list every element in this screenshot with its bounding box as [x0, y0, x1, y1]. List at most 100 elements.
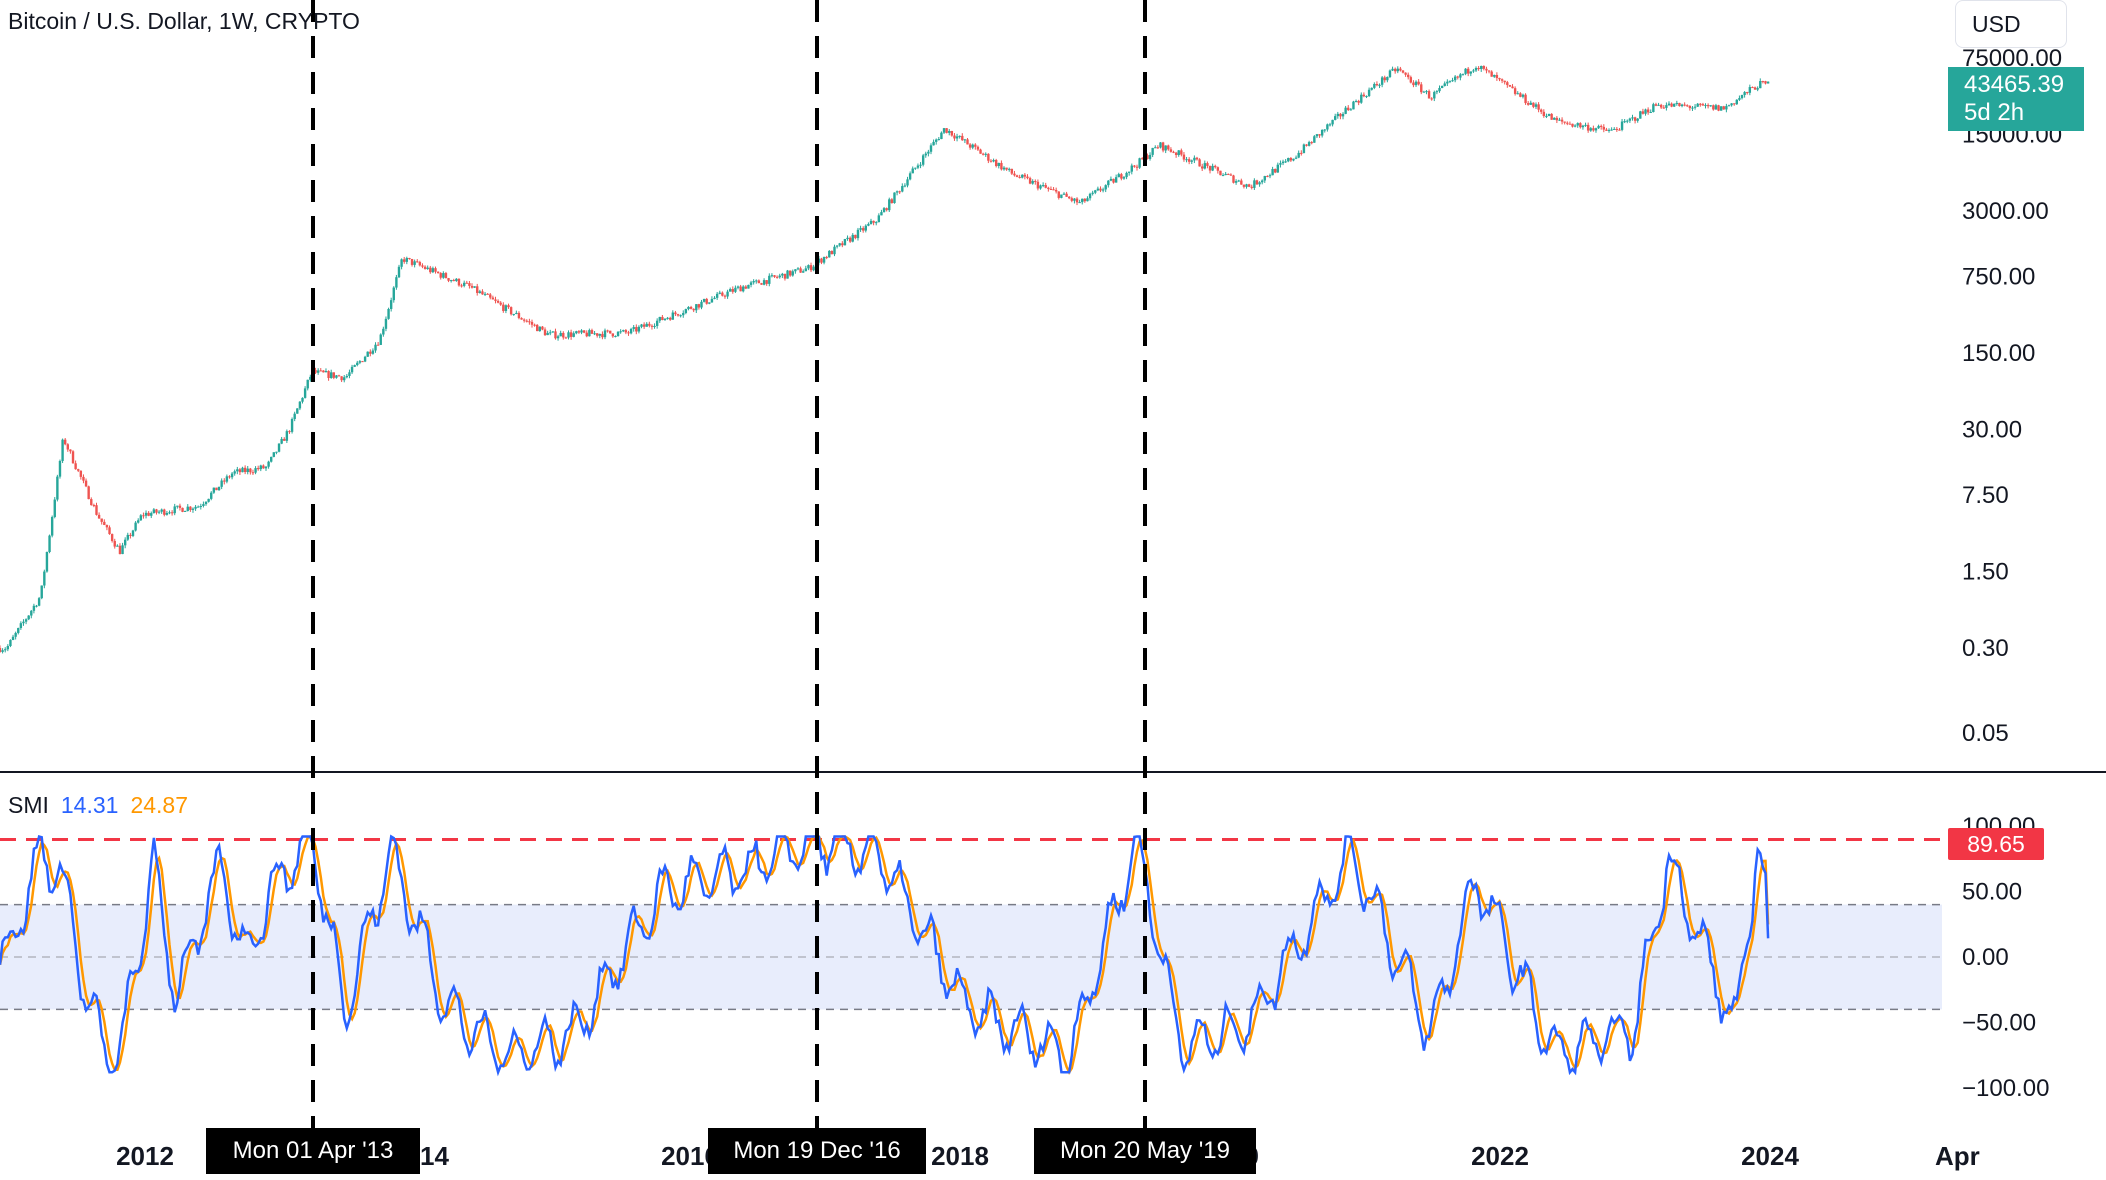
- price-candle: [921, 153, 925, 167]
- price-candle: [1378, 83, 1381, 89]
- price-candle: [4, 647, 7, 653]
- price-candle: [1232, 174, 1235, 184]
- price-candle: [687, 306, 690, 311]
- price-candle: [1558, 117, 1561, 121]
- price-candle: [22, 619, 25, 626]
- price-candle: [710, 296, 714, 303]
- price-candle: [1644, 108, 1647, 116]
- price-axis-label: 30.00: [1962, 416, 2022, 443]
- price-candle: [538, 326, 542, 332]
- price-candle: [1631, 114, 1634, 121]
- price-candle: [11, 634, 15, 641]
- price-candle: [0, 645, 2, 653]
- price-candle: [194, 504, 197, 511]
- price-candle: [504, 304, 508, 314]
- price-candle: [50, 515, 54, 538]
- price-candle: [1435, 90, 1439, 95]
- price-candle: [1738, 95, 1741, 101]
- price-candle: [606, 329, 609, 333]
- price-candle: [1495, 72, 1499, 81]
- price-candle: [1581, 124, 1585, 130]
- price-candle: [293, 411, 296, 422]
- smi-legend-name: SMI: [8, 792, 49, 818]
- price-candle: [1336, 111, 1340, 119]
- price-candle: [1211, 163, 1214, 172]
- price-candle: [632, 324, 635, 332]
- price-candle: [1323, 129, 1326, 133]
- price-candle: [1652, 102, 1655, 113]
- price-candle: [1258, 181, 1261, 187]
- price-candle: [1618, 128, 1621, 131]
- price-candle: [1547, 113, 1551, 117]
- price-candle: [476, 283, 479, 296]
- price-candle: [1341, 112, 1345, 120]
- price-candle: [1294, 155, 1298, 160]
- price-candle: [614, 335, 617, 338]
- price-candle: [108, 525, 111, 535]
- price-candle: [924, 151, 927, 158]
- price-candle: [403, 256, 406, 264]
- price-candle: [1328, 122, 1332, 127]
- price-candle: [82, 474, 85, 484]
- price-candle: [348, 369, 351, 379]
- price-candle: [449, 279, 453, 283]
- price-candle: [799, 266, 802, 273]
- price-candle: [207, 498, 210, 503]
- price-candle: [1680, 103, 1684, 108]
- price-candle: [721, 291, 724, 297]
- price-candle: [1453, 75, 1457, 83]
- price-candle: [1388, 69, 1392, 79]
- price-candle: [919, 162, 922, 169]
- price-candle: [1380, 76, 1384, 88]
- price-axis-label: 0.30: [1962, 635, 2009, 662]
- price-candle: [854, 234, 857, 240]
- price-candle: [233, 469, 236, 476]
- price-candle: [353, 364, 356, 368]
- price-candle: [734, 285, 737, 293]
- price-candle: [950, 130, 954, 137]
- price-candle: [223, 478, 226, 485]
- price-candle: [1041, 182, 1045, 188]
- price-candle: [256, 465, 260, 471]
- price-candle: [1268, 173, 1272, 179]
- price-candle: [77, 468, 80, 473]
- price-candle: [851, 233, 854, 243]
- price-candle: [835, 245, 839, 249]
- price-candle: [622, 329, 625, 333]
- price-candle: [165, 510, 169, 516]
- price-candle: [1133, 164, 1136, 168]
- price-candle: [147, 511, 150, 517]
- price-candle: [822, 256, 826, 265]
- price-axis-label: 150.00: [1962, 340, 2035, 367]
- price-candle: [1047, 186, 1050, 192]
- price-candle: [1130, 163, 1133, 175]
- currency-button[interactable]: USD: [1955, 0, 2067, 48]
- price-candle: [1031, 179, 1034, 185]
- price-candle: [880, 209, 883, 216]
- price-candle: [820, 257, 823, 265]
- price-candle: [491, 295, 495, 300]
- price-candle: [1234, 179, 1238, 185]
- price-candle: [843, 238, 847, 246]
- price-candle: [56, 474, 59, 502]
- price-candle: [1516, 91, 1519, 95]
- price-candle: [204, 501, 208, 506]
- price-candle: [1568, 121, 1572, 125]
- price-candle: [1086, 196, 1089, 202]
- price-candle: [989, 159, 993, 163]
- price-candle: [590, 328, 594, 334]
- price-candle: [170, 510, 174, 516]
- price-candle: [666, 316, 669, 320]
- price-candle: [61, 438, 64, 464]
- price-candle: [1633, 116, 1637, 124]
- price-candle: [314, 367, 317, 374]
- price-candle: [783, 273, 787, 281]
- price-candle: [1318, 134, 1321, 138]
- price-candle: [481, 289, 484, 295]
- price-candle: [1555, 116, 1559, 124]
- price-candle: [1722, 105, 1725, 110]
- smi-legend[interactable]: SMI 14.31 24.87: [8, 792, 200, 819]
- price-candle: [1005, 167, 1008, 171]
- price-candle: [1070, 196, 1074, 203]
